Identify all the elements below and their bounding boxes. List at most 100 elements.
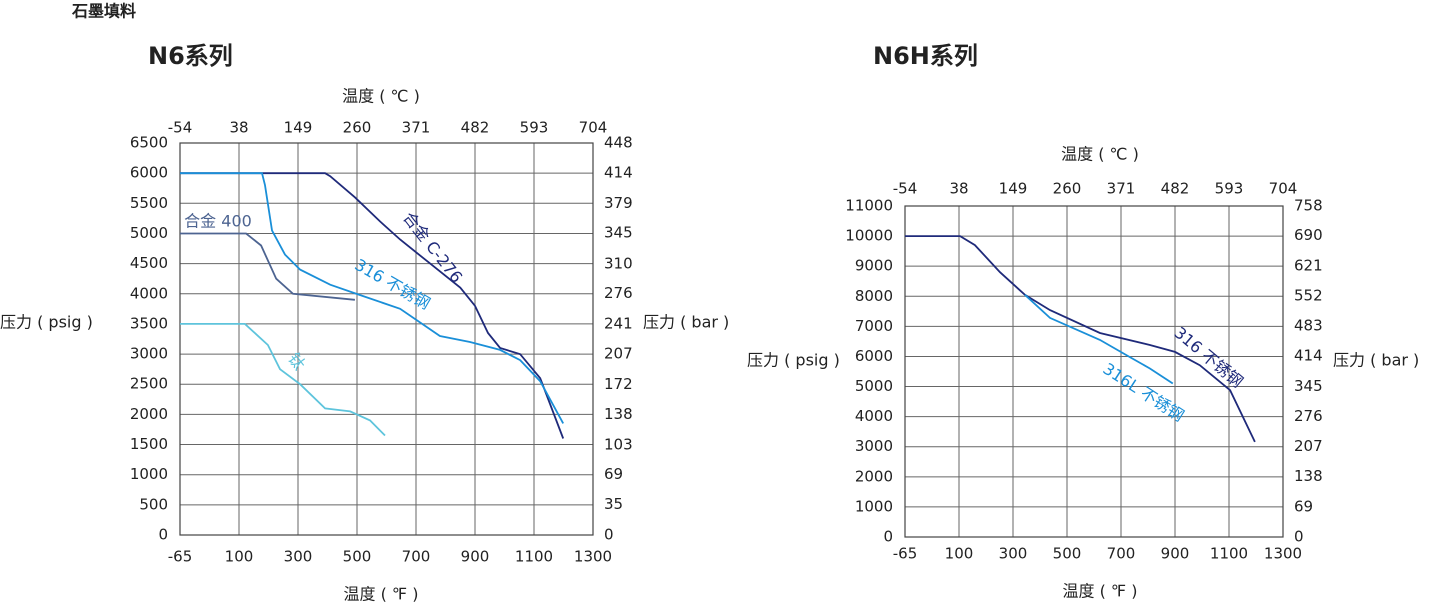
y-tick-label: 8000: [855, 287, 893, 305]
series-label: 钛: [284, 349, 309, 373]
x2-tick-label: -54: [893, 180, 918, 198]
y2-tick-label: 552: [1294, 286, 1323, 304]
y-tick-label: 1000: [855, 497, 893, 515]
x2-tick-label: 371: [1107, 180, 1136, 198]
y-tick-label: 2000: [130, 405, 168, 423]
x-axis-title: 温度 ( ℉ ): [344, 585, 419, 604]
x2-tick-label: 371: [402, 119, 431, 137]
x-tick-label: -65: [893, 545, 918, 563]
x-tick-label: 1100: [1210, 545, 1248, 563]
x2-tick-label: 482: [1161, 180, 1190, 198]
y2-tick-label: 207: [1294, 437, 1323, 455]
x2-tick-label: 593: [520, 119, 549, 137]
x-tick-label: 300: [284, 548, 313, 566]
x-tick-label: 100: [225, 548, 254, 566]
y-tick-label: 0: [158, 526, 168, 544]
y2-tick-label: 241: [604, 315, 633, 333]
y-tick-label: 4500: [130, 254, 168, 272]
y2-tick-label: 758: [1294, 197, 1323, 215]
x-tick-label: 500: [1053, 545, 1082, 563]
x-tick-label: 900: [1161, 545, 1190, 563]
y2-tick-label: 345: [1294, 377, 1323, 395]
y-tick-label: 9000: [855, 257, 893, 275]
x2-axis-title: 温度 ( ℃ ): [342, 87, 420, 106]
y2-tick-label: 621: [1294, 256, 1323, 274]
y-tick-label: 6500: [130, 134, 168, 152]
x-tick-label: 300: [999, 545, 1028, 563]
y-tick-label: 4000: [855, 407, 893, 425]
y2-tick-label: 103: [604, 435, 633, 453]
series-line: [180, 232, 355, 301]
x2-tick-label: 149: [284, 119, 313, 137]
series-line: [1024, 294, 1174, 385]
series-label: 316L 不锈钢: [1100, 359, 1188, 425]
chart-title: N6系列: [148, 42, 233, 70]
page-title: 石墨填料: [71, 2, 136, 21]
y2-tick-label: 690: [1294, 226, 1323, 244]
x2-axis-title: 温度 ( ℃ ): [1061, 145, 1139, 164]
x2-tick-label: 38: [949, 180, 968, 198]
y-tick-label: 4000: [130, 284, 168, 302]
x-tick-label: 100: [945, 545, 974, 563]
y-tick-label: 1500: [130, 435, 168, 453]
x2-tick-label: 260: [343, 119, 372, 137]
y2-tick-label: 0: [1294, 528, 1304, 546]
y2-tick-label: 69: [1294, 497, 1313, 515]
y2-tick-label: 69: [604, 465, 623, 483]
series-label: 合金 400: [184, 212, 252, 231]
y-tick-label: 5500: [130, 194, 168, 212]
y-tick-label: 2000: [855, 467, 893, 485]
y-tick-label: 7000: [855, 317, 893, 335]
x2-tick-label: 593: [1215, 180, 1244, 198]
y2-tick-label: 138: [604, 405, 633, 423]
y-axis-title: 压力 ( psig ): [0, 313, 93, 332]
x-tick-label: 1100: [515, 548, 553, 566]
y2-tick-label: 414: [1294, 347, 1323, 365]
series-line: [180, 323, 386, 437]
y2-tick-label: 172: [604, 375, 633, 393]
y-tick-label: 6000: [130, 164, 168, 182]
series-line: [905, 235, 1256, 443]
x-tick-label: 700: [1107, 545, 1136, 563]
x-axis-title: 温度 ( ℉ ): [1063, 582, 1138, 601]
y-tick-label: 6000: [855, 347, 893, 365]
y-tick-label: 3000: [855, 437, 893, 455]
y-tick-label: 10000: [845, 227, 893, 245]
x-tick-label: 1300: [1264, 545, 1302, 563]
plot-frame: [904, 205, 1284, 538]
x-tick-label: 500: [343, 548, 372, 566]
x2-tick-label: 704: [579, 119, 608, 137]
y-tick-label: 500: [139, 495, 168, 513]
y2-tick-label: 276: [1294, 407, 1323, 425]
x-tick-label: 900: [461, 548, 490, 566]
y-tick-label: 3500: [130, 314, 168, 332]
series-line: [180, 172, 564, 424]
y-tick-label: 5000: [855, 377, 893, 395]
y2-tick-label: 379: [604, 194, 633, 212]
y2-axis-title: 压力 ( bar ): [643, 313, 729, 332]
y2-tick-label: 138: [1294, 467, 1323, 485]
x-tick-label: 700: [402, 548, 431, 566]
y2-tick-label: 207: [604, 344, 633, 362]
y-tick-label: 5000: [130, 224, 168, 242]
y-axis-title: 压力 ( psig ): [747, 351, 840, 370]
x2-tick-label: 482: [461, 119, 490, 137]
y2-tick-label: 276: [604, 284, 633, 302]
x2-tick-label: 704: [1269, 180, 1298, 198]
y-tick-label: 2500: [130, 375, 168, 393]
y2-tick-label: 345: [604, 224, 633, 242]
y2-tick-label: 414: [604, 163, 633, 181]
y2-tick-label: 35: [604, 495, 623, 513]
y2-tick-label: 483: [1294, 317, 1323, 335]
y-tick-label: 1000: [130, 465, 168, 483]
y2-tick-label: 448: [604, 134, 633, 152]
x2-tick-label: 149: [999, 180, 1028, 198]
series-label: 316 不锈钢: [1171, 323, 1247, 391]
plot-frame: [179, 142, 594, 536]
chart-title: N6H系列: [873, 42, 978, 70]
y-tick-label: 0: [883, 528, 893, 546]
y-tick-label: 3000: [130, 345, 168, 363]
x2-tick-label: 260: [1053, 180, 1082, 198]
